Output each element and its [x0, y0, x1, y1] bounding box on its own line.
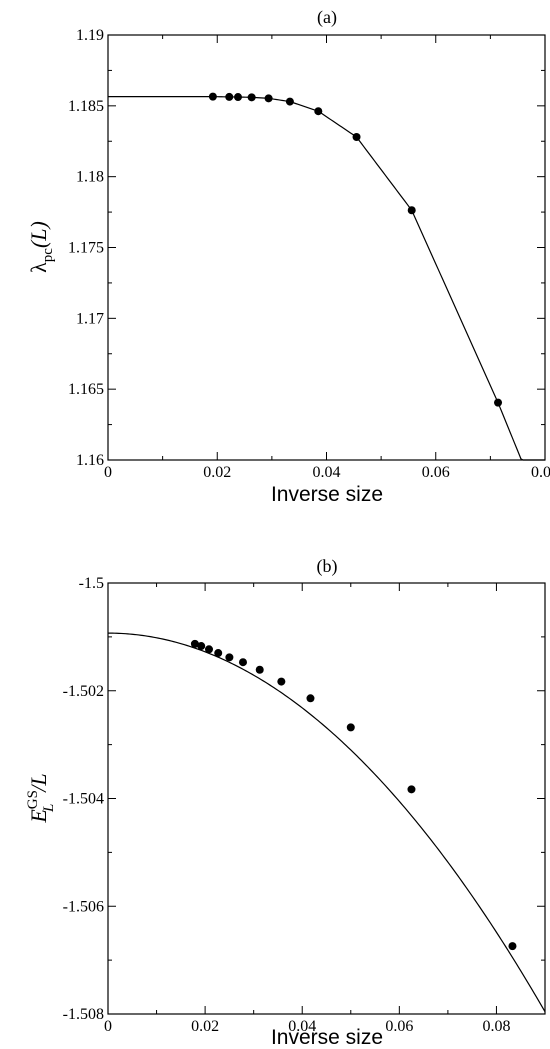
y-tick-label: -1.508 — [63, 1006, 104, 1023]
panel-b-ylabel-sup: GS — [25, 790, 41, 809]
data-point — [247, 93, 256, 102]
y-tick-label: -1.502 — [63, 683, 104, 700]
data-point — [208, 92, 217, 101]
panel-b-ylabel-main: E — [26, 809, 51, 824]
panel-a-ylabel-sub: pc — [40, 248, 56, 263]
data-point — [314, 107, 323, 116]
panel-b-ylabel-tail: /L — [26, 773, 51, 793]
panel-b-xlabel: Inverse size — [271, 1026, 383, 1049]
panel-b-ylabel: EGSL/L — [25, 773, 57, 823]
panel-b-ticks: 0 0.02 0.04 0.06 0.08 -1.508 -1.506 -1.504 -1.50… — [63, 575, 545, 1035]
data-point — [508, 942, 517, 951]
data-point — [204, 645, 213, 654]
y-tick-label: 1.165 — [68, 381, 104, 398]
data-point — [234, 93, 243, 102]
data-point — [494, 398, 503, 407]
y-tick-label: -1.5 — [79, 575, 104, 592]
data-point — [225, 92, 234, 101]
y-tick-label: -1.506 — [63, 898, 104, 915]
fit-curve — [108, 96, 545, 461]
panel-a-ylabel-tail: (L) — [26, 221, 51, 248]
y-tick-label: -1.504 — [63, 791, 104, 808]
panel-b-ylabel-sub: L — [41, 804, 57, 813]
data-point — [306, 694, 315, 703]
panel-a: (a) 0 0.02 0.04 0.06 0.08 1.16 1.165 1.17 1.175 1… — [26, 7, 550, 506]
x-tick-label: 0.02 — [203, 464, 231, 481]
data-point — [255, 665, 264, 674]
x-tick-label: 0.06 — [422, 464, 450, 481]
x-tick-label: 0.06 — [385, 1018, 413, 1035]
panel-a-points — [208, 92, 503, 407]
y-tick-label: 1.19 — [76, 27, 104, 44]
y-tick-label: 1.175 — [68, 240, 104, 257]
panel-b-frame — [107, 582, 546, 1015]
panel-b-fit-curve — [107, 632, 546, 1013]
x-tick-label: 0.04 — [313, 464, 341, 481]
data-point — [197, 642, 206, 651]
panel-a-ylabel-main: λ — [26, 262, 51, 273]
panel-b-points — [190, 639, 517, 951]
panel-a-ylabel: λpc(L) — [26, 221, 56, 273]
x-tick-label: 0.02 — [191, 1018, 219, 1035]
panel-a-ticks: 0 0.02 0.04 0.06 0.08 1.16 1.165 1.17 1.175 1.18 1… — [68, 27, 550, 481]
x-tick-label: 0 — [104, 464, 112, 481]
panel-a-label: (a) — [317, 7, 337, 28]
x-tick-label: 0 — [104, 1018, 112, 1035]
x-tick-label: 0.04 — [288, 1018, 316, 1035]
data-point — [238, 658, 247, 667]
x-tick-label: 0.08 — [482, 1018, 510, 1035]
panel-a-fit-curve — [108, 96, 545, 461]
y-tick-label: 1.17 — [76, 310, 104, 327]
y-tick-label: 1.16 — [76, 452, 104, 469]
y-tick-label: 1.185 — [68, 98, 104, 115]
data-point — [407, 206, 416, 215]
data-point — [407, 785, 416, 794]
panel-b-label: (b) — [317, 556, 338, 577]
data-point — [285, 97, 294, 106]
panel-a-xlabel: Inverse size — [271, 483, 383, 506]
data-point — [214, 649, 223, 658]
data-point — [190, 639, 199, 648]
data-point — [352, 133, 361, 141]
panel-b: (b) 0 0.02 0.04 0.06 0.08 -1.508 -1.506 -1.504 -… — [25, 556, 546, 1049]
data-point — [225, 653, 234, 662]
fit-curve — [107, 632, 546, 1013]
panel-a-frame — [107, 34, 546, 461]
data-point — [264, 94, 273, 103]
y-tick-label: 1.18 — [76, 169, 104, 186]
x-tick-label: 0.08 — [531, 464, 550, 481]
data-point — [277, 677, 286, 686]
data-point — [346, 723, 355, 732]
